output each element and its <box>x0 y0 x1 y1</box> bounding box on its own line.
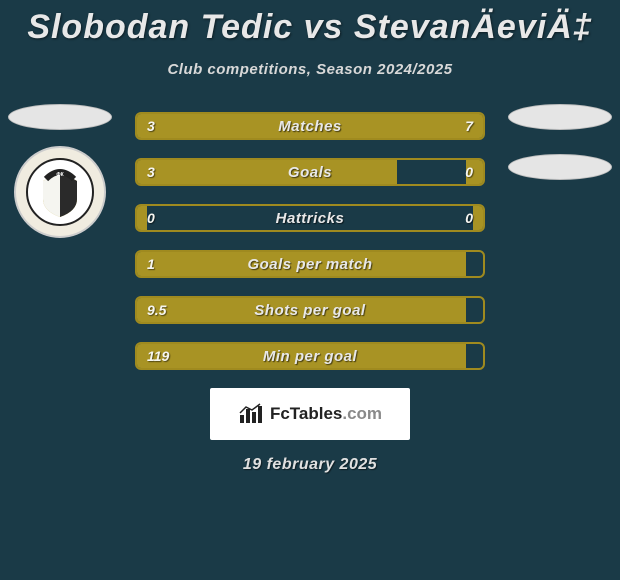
stat-label: Min per goal <box>137 344 483 368</box>
stat-label: Matches <box>137 114 483 138</box>
right-player-column <box>500 104 620 180</box>
stat-bar: 37Matches <box>135 112 485 140</box>
stat-label: Goals <box>137 160 483 184</box>
stat-bar: 30Goals <box>135 158 485 186</box>
stat-bar: 119Min per goal <box>135 342 485 370</box>
right-club-oval <box>508 154 612 180</box>
page-title: Slobodan Tedic vs StevanÄeviÄ‡ <box>0 0 620 47</box>
comparison-bars: 37Matches 30Goals 00Hattricks 1Goals per ma… <box>135 112 485 370</box>
snapshot-date: 19 february 2025 <box>0 456 620 474</box>
comparison-content: ФК 37Matches 30Goals 00Hattricks 1Goals per… <box>0 112 620 370</box>
stat-label: Goals per match <box>137 252 483 276</box>
club-crest-icon: ФК <box>25 157 95 227</box>
stat-label: Shots per goal <box>137 298 483 322</box>
left-player-column: ФК <box>0 104 120 238</box>
svg-text:ФК: ФК <box>56 172 64 178</box>
stat-bar: 1Goals per match <box>135 250 485 278</box>
right-name-oval <box>508 104 612 130</box>
stat-label: Hattricks <box>137 206 483 230</box>
stat-bar: 9.5Shots per goal <box>135 296 485 324</box>
site-logo-text: FcTables.com <box>270 404 382 424</box>
site-logo: FcTables.com <box>210 388 410 440</box>
chart-icon <box>238 403 264 425</box>
left-club-badge: ФК <box>14 146 106 238</box>
left-name-oval <box>8 104 112 130</box>
subtitle: Club competitions, Season 2024/2025 <box>0 61 620 78</box>
stat-bar: 00Hattricks <box>135 204 485 232</box>
